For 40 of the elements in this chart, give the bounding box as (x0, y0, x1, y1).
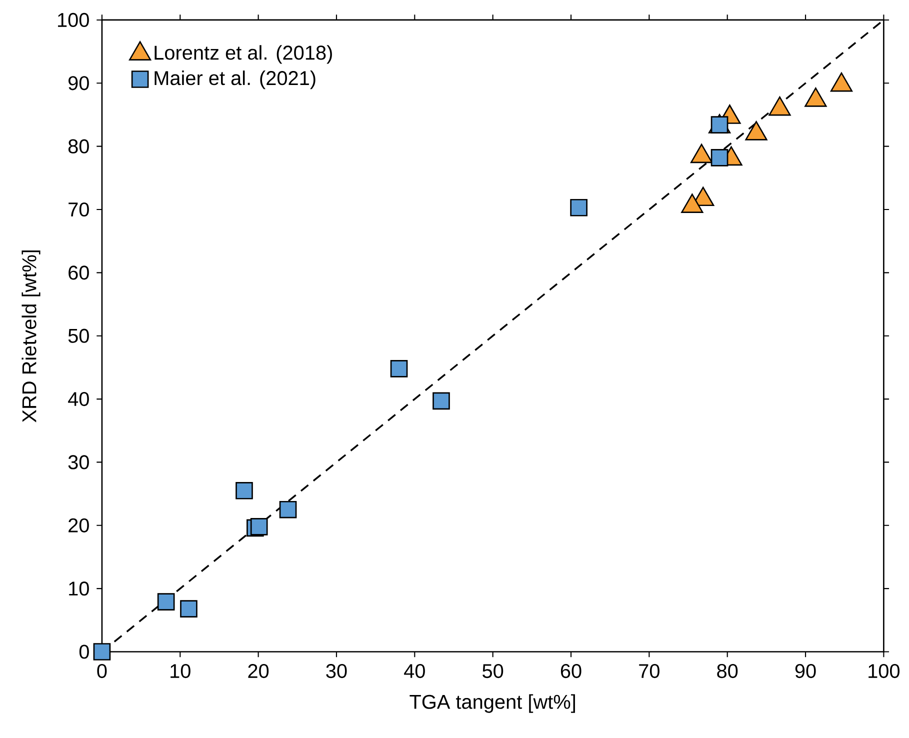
x-tick-label: 30 (326, 664, 347, 678)
y-tick-label: 30 (68, 455, 89, 470)
y-tick-label: 0 (79, 644, 89, 659)
x-tick-label: 60 (560, 664, 582, 678)
x-tick-label: 70 (639, 664, 660, 678)
y-tick-label: 80 (68, 139, 89, 154)
point (432, 392, 450, 410)
point (93, 643, 111, 661)
y-tick-label: 70 (68, 202, 89, 217)
point (768, 96, 791, 116)
legend-label: Maier et al. (2021) (154, 70, 316, 90)
point (279, 501, 297, 518)
x-tick-label: 20 (248, 664, 269, 678)
x-tick-label: 40 (404, 664, 425, 678)
x-tick-label: 0 (97, 664, 107, 678)
legend-label: Lorentz et al. (2018) (154, 45, 332, 64)
x-tick-label: 50 (482, 664, 504, 678)
point (157, 593, 175, 611)
x-tick-label: 100 (868, 664, 900, 678)
point (681, 194, 704, 214)
point (745, 121, 768, 140)
y-tick-label: 60 (68, 266, 89, 280)
point (180, 600, 198, 618)
point (390, 360, 408, 378)
x-tick-label: 80 (717, 664, 738, 678)
point (830, 72, 853, 92)
point (690, 144, 713, 164)
point (804, 88, 827, 108)
y-tick-label: 10 (69, 582, 89, 596)
y-tick-label: 40 (68, 392, 89, 406)
x-axis-title: TGA tangent [wt%] (410, 694, 575, 713)
x-tick-label: 10 (170, 664, 190, 678)
y-tick-label: 20 (68, 518, 89, 533)
y-tick-label: 100 (58, 13, 89, 28)
x-tick-label: 90 (795, 664, 816, 678)
point (236, 482, 253, 500)
point (250, 518, 268, 536)
y-axis-title: XRD Rietveld [wt%] (22, 250, 40, 422)
y-tick-label: 90 (68, 76, 89, 90)
y-tick-label: 50 (68, 328, 89, 344)
